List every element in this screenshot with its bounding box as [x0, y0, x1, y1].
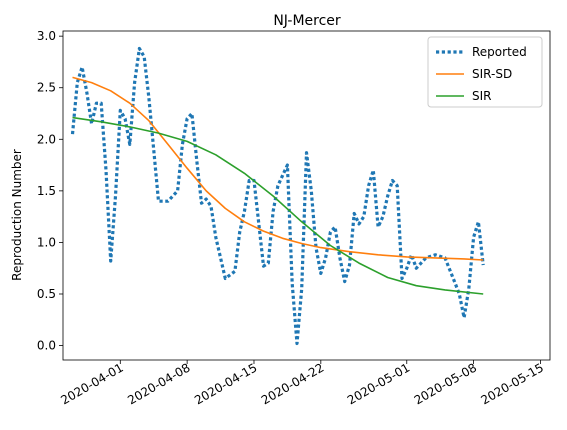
- series-line-reported: [70, 46, 485, 346]
- y-axis-label: Reproduction Number: [10, 149, 24, 281]
- legend-label-reported: Reported: [472, 45, 527, 59]
- series-line-sir-sd: [72, 76, 484, 261]
- y-tick-label: 1.0: [37, 235, 56, 249]
- legend: Reported SIR-SD SIR: [427, 36, 543, 108]
- legend-box: [427, 36, 543, 108]
- y-tick-label: 2.0: [37, 132, 56, 146]
- y-tick-label: 1.5: [37, 184, 56, 198]
- y-tick-label: 0.0: [37, 339, 56, 353]
- legend-label-sir: SIR: [472, 89, 492, 103]
- axes-frame: [62, 30, 551, 361]
- x-tick-label: 2020-04-08: [125, 360, 192, 407]
- x-tick-label: 2020-04-22: [259, 360, 326, 407]
- chart-title: NJ-Mercer: [273, 13, 341, 29]
- y-tick-label: 2.5: [37, 81, 56, 95]
- series-line-sir: [72, 116, 484, 295]
- x-tick-label: 2020-05-01: [345, 360, 412, 407]
- x-tick-label: 2020-05-08: [412, 360, 479, 407]
- y-tick-label: 3.0: [37, 29, 56, 43]
- x-tick-label: 2020-05-15: [479, 360, 546, 407]
- x-tick-label: 2020-04-15: [192, 360, 259, 407]
- legend-label-sir-sd: SIR-SD: [472, 67, 512, 81]
- y-tick-label: 0.5: [37, 287, 56, 301]
- x-tick-label: 2020-04-01: [58, 360, 125, 407]
